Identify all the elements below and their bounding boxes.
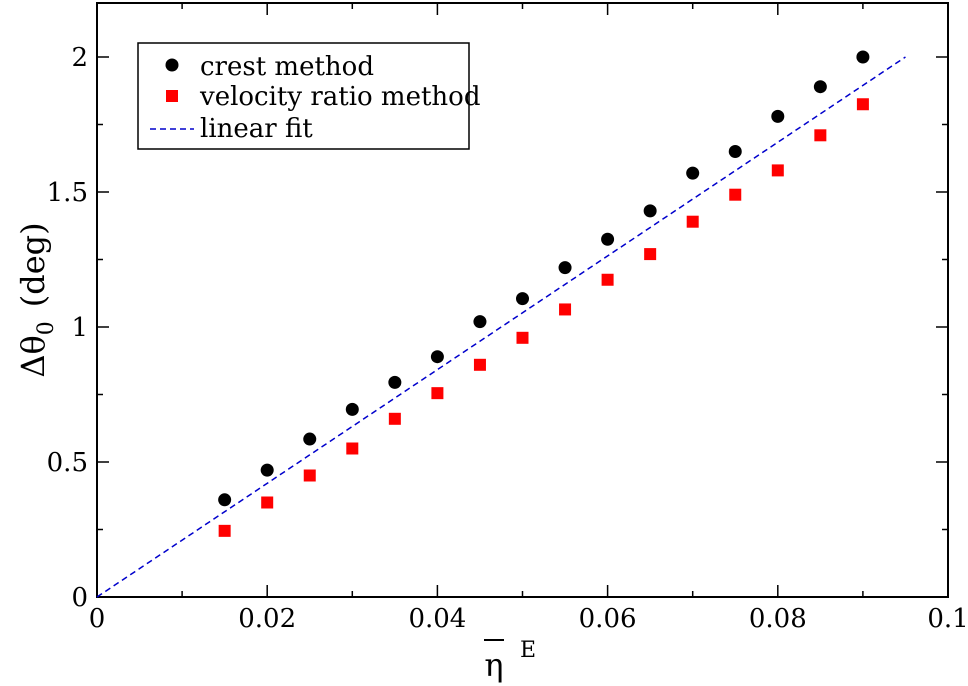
x-tick-label: 0 <box>89 604 106 634</box>
velocity-ratio-point <box>771 164 784 177</box>
crest-point <box>430 350 444 364</box>
y-axis-symbol: Δθ <box>14 335 52 377</box>
crest-point <box>686 166 700 180</box>
crest-point <box>728 145 742 158</box>
crest-point <box>856 50 870 64</box>
velocity-ratio-point <box>644 248 657 261</box>
y-axis-title: Δθ0 (deg) <box>14 222 59 377</box>
velocity-ratio-point <box>218 524 231 537</box>
legend-label-crest: crest method <box>200 52 374 82</box>
crest-point <box>771 109 785 123</box>
y-tick-label: 2 <box>71 43 88 73</box>
legend-marker-velocity <box>166 90 178 102</box>
velocity-ratio-point <box>516 331 529 344</box>
axis-ticks: 0 0.02 0.04 0.06 0.08 0.1 0 0.5 1 1.5 2 <box>47 3 968 634</box>
x-tick-label: 0.02 <box>238 604 296 634</box>
y-axis-text: Δθ0 (deg) <box>14 222 59 377</box>
series-layer <box>96 50 906 598</box>
velocity-ratio-point <box>686 215 699 228</box>
y-tick-label: 0 <box>71 583 88 613</box>
x-axis-superscript: E <box>520 638 536 663</box>
crest-point <box>345 402 359 416</box>
crest-point <box>516 292 529 306</box>
y-axis-unit: (deg) <box>14 222 52 307</box>
linear-fit-line <box>96 56 906 598</box>
y-tick-label: 0.5 <box>47 448 88 478</box>
velocity-ratio-point <box>388 412 401 425</box>
x-tick-label: 0.06 <box>579 604 637 634</box>
crest-point <box>601 232 615 246</box>
velocity-ratio-point <box>261 496 274 509</box>
crest-point <box>218 493 232 507</box>
crest-point <box>813 80 827 94</box>
velocity-ratio-point <box>473 358 486 371</box>
legend-label-fit: linear fit <box>200 114 313 144</box>
crest-point <box>643 204 657 218</box>
crest-point <box>558 261 572 275</box>
velocity-ratio-point <box>729 188 742 201</box>
x-axis-title: η E <box>484 638 536 684</box>
x-tick-label: 0.08 <box>749 604 807 634</box>
crest-point <box>388 375 402 389</box>
legend-label-velocity: velocity ratio method <box>199 82 480 112</box>
crest-point <box>260 463 274 477</box>
y-tick-label: 1 <box>71 313 88 343</box>
y-axis-subscript: 0 <box>34 321 59 335</box>
x-tick-label: 0.04 <box>408 604 466 634</box>
velocity-ratio-point <box>856 98 869 111</box>
velocity-ratio-point <box>303 469 316 482</box>
legend: crest method velocity ratio method linea… <box>137 42 480 150</box>
legend-box <box>137 42 470 150</box>
crest-point <box>303 432 317 446</box>
velocity-ratio-point <box>601 273 614 286</box>
x-tick-label: 0.1 <box>927 604 968 634</box>
crest-point <box>473 315 487 329</box>
velocity-ratio-point <box>559 303 572 316</box>
x-axis-symbol: η <box>484 646 503 684</box>
velocity-ratio-point <box>431 387 444 400</box>
velocity-ratio-point <box>346 442 359 455</box>
y-tick-label: 1.5 <box>47 178 88 208</box>
legend-marker-crest <box>165 58 179 72</box>
velocity-ratio-point <box>814 129 827 142</box>
